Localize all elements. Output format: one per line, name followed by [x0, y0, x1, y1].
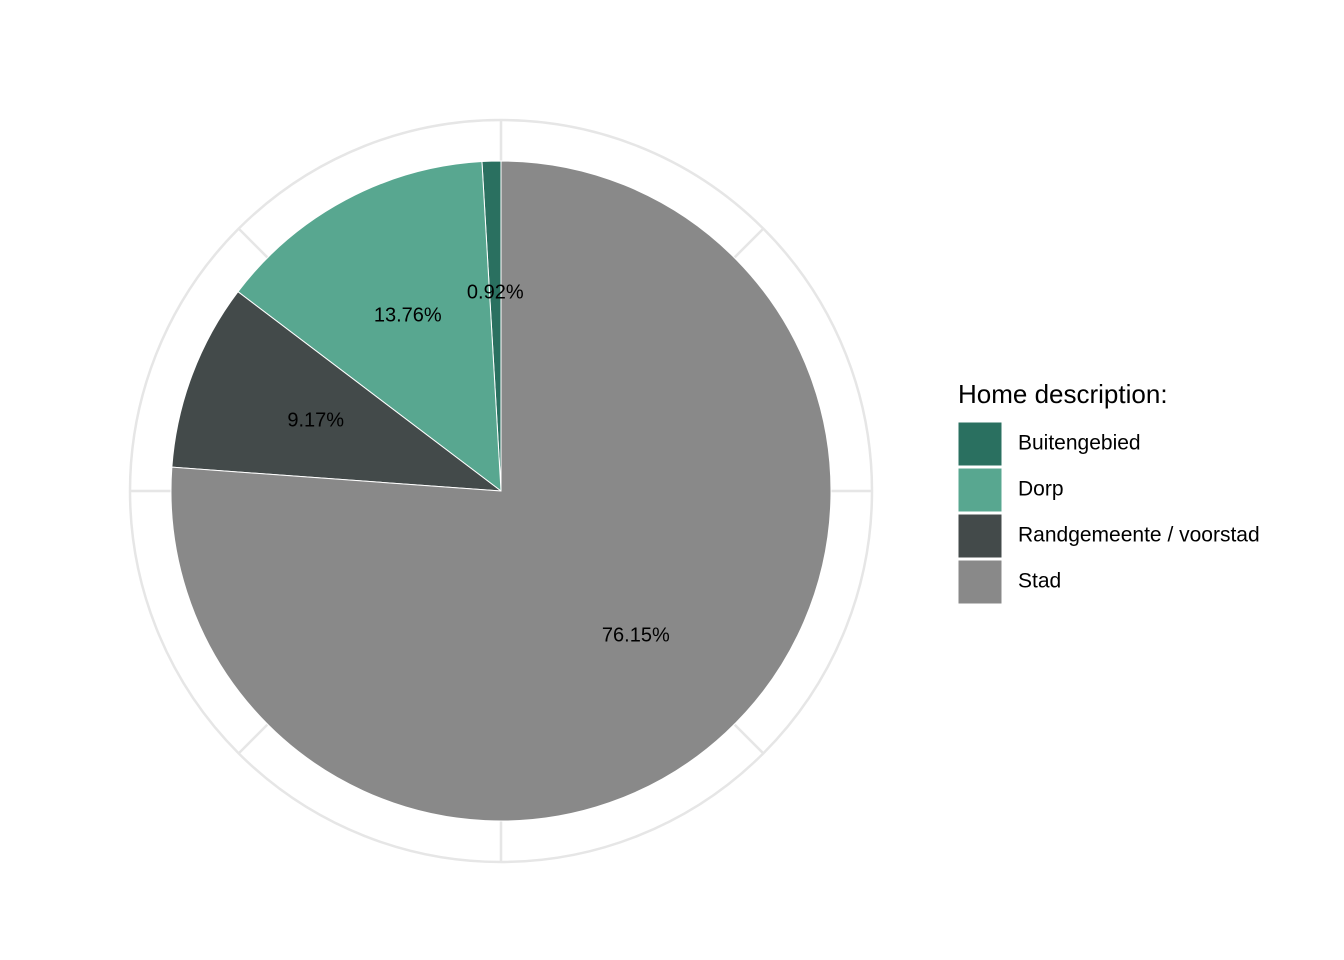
legend-label: Randgemeente / voorstad: [1018, 524, 1260, 547]
legend-swatch: [957, 513, 1003, 559]
slice-label: 0.92%: [467, 281, 524, 303]
legend-items: Buitengebied Dorp Randgemeente / voorstad S…: [957, 421, 1260, 605]
slice-label: 76.15%: [602, 624, 670, 646]
legend-swatch: [957, 559, 1003, 605]
slice-labels: 0.92% 13.76% 9.17% 76.15%: [287, 281, 670, 646]
legend-title: Home description:: [958, 379, 1168, 409]
legend-label: Dorp: [1018, 478, 1064, 501]
pie-slice: [170, 160, 832, 822]
legend-swatch: [957, 421, 1003, 467]
legend: Home description: Buitengebied Dorp Randge…: [957, 379, 1260, 605]
legend-label: Buitengebied: [1018, 432, 1141, 455]
pie-slices: [170, 160, 832, 822]
pie-slice: [237, 161, 502, 493]
legend-swatch: [957, 467, 1003, 513]
pie-slice: [171, 291, 503, 492]
slice-label: 13.76%: [374, 305, 442, 327]
legend-label: Stad: [1018, 570, 1061, 593]
slice-label: 9.17%: [287, 409, 344, 431]
